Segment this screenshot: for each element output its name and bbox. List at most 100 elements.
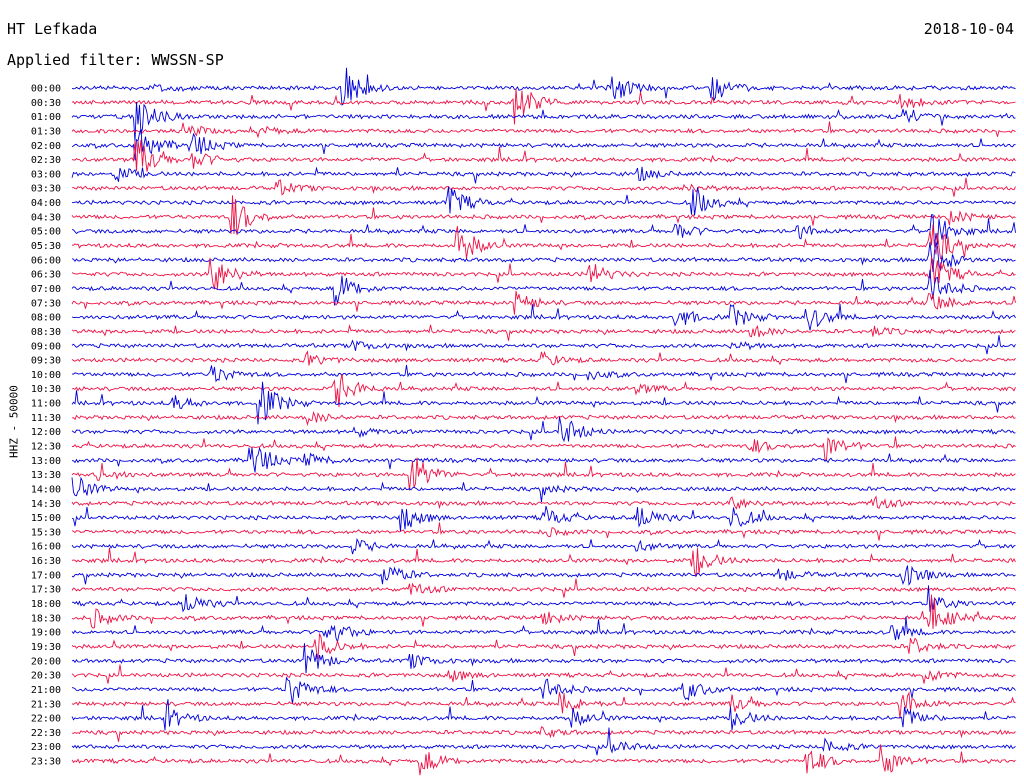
row-time-label: 05:30 (31, 241, 61, 252)
date-label: 2018-10-04 (923, 20, 1014, 38)
trace-line (71, 699, 1016, 731)
trace-line (71, 166, 1016, 184)
trace-line (71, 241, 1016, 272)
row-time-label: 01:00 (31, 112, 61, 123)
row-time-label: 08:00 (31, 313, 61, 324)
row-time-label: 06:30 (31, 270, 61, 281)
row-time-label: 09:00 (31, 341, 61, 352)
trace-line (71, 290, 1016, 315)
trace-line (71, 547, 1016, 577)
row-time-label: 17:30 (31, 585, 61, 596)
row-time-label: 07:30 (31, 298, 61, 309)
trace-line (71, 411, 1016, 427)
row-time-label: 01:30 (31, 126, 61, 137)
trace-line (71, 495, 1016, 510)
trace-line (71, 101, 1016, 142)
row-time-label: 02:00 (31, 141, 61, 152)
row-time-label: 23:00 (31, 742, 61, 753)
row-time-label: 19:00 (31, 628, 61, 639)
trace-line (71, 416, 1016, 443)
row-time-label: 18:00 (31, 599, 61, 610)
trace-line (71, 476, 1016, 503)
row-time-label: 16:00 (31, 542, 61, 553)
row-time-label: 12:00 (31, 427, 61, 438)
row-time-label: 22:30 (31, 728, 61, 739)
row-time-label: 09:30 (31, 356, 61, 367)
trace-line (71, 578, 1016, 598)
trace-line (71, 121, 1016, 139)
trace-line (71, 195, 1016, 236)
trace-line (71, 727, 1016, 756)
row-time-label: 04:00 (31, 198, 61, 209)
row-time-label: 03:00 (31, 169, 61, 180)
trace-line (71, 177, 1016, 197)
trace-line (71, 88, 1016, 125)
row-time-label: 21:30 (31, 699, 61, 710)
trace-line (71, 436, 1016, 461)
trace-line (71, 381, 1016, 425)
row-time-label: 21:00 (31, 685, 61, 696)
trace-line (71, 214, 1016, 247)
row-time-label: 06:00 (31, 255, 61, 266)
trace-line (71, 616, 1016, 644)
row-time-label: 04:30 (31, 212, 61, 223)
trace-line (71, 323, 1016, 341)
row-time-label: 20:30 (31, 671, 61, 682)
row-time-label: 00:30 (31, 98, 61, 109)
trace-line (71, 224, 1016, 260)
trace-line (71, 691, 1016, 719)
row-time-label: 23:30 (31, 757, 61, 768)
row-time-label: 17:00 (31, 570, 61, 581)
row-time-label: 05:00 (31, 227, 61, 238)
trace-line (71, 643, 1016, 674)
row-time-label: 19:30 (31, 642, 61, 653)
filter-label: Applied filter: WWSSN-SP (7, 51, 224, 69)
row-time-label: 10:00 (31, 370, 61, 381)
trace-line (71, 505, 1016, 532)
row-time-label: 08:30 (31, 327, 61, 338)
row-time-label: 18:30 (31, 613, 61, 624)
row-time-label: 10:30 (31, 384, 61, 395)
row-time-label: 14:00 (31, 484, 61, 495)
trace-line (71, 726, 1016, 742)
trace-line (71, 633, 1016, 660)
row-time-label: 16:30 (31, 556, 61, 567)
station-title: HT Lefkada (7, 20, 98, 38)
trace-line (71, 446, 1016, 473)
trace-line (71, 676, 1016, 705)
row-time-label: 02:30 (31, 155, 61, 166)
row-time-label: 11:30 (31, 413, 61, 424)
trace-line (71, 594, 1016, 629)
trace-line (71, 522, 1016, 541)
trace-line (71, 303, 1016, 331)
trace-line (71, 744, 1016, 776)
trace-line (71, 364, 1016, 384)
trace-line (71, 537, 1016, 555)
row-time-label: 15:00 (31, 513, 61, 524)
row-time-label: 00:00 (31, 84, 61, 95)
trace-line (71, 565, 1016, 586)
trace-line (71, 128, 1016, 161)
trace-line (71, 664, 1016, 684)
trace-line (71, 374, 1016, 408)
trace-line (71, 186, 1016, 216)
row-time-label: 13:30 (31, 470, 61, 481)
trace-line (71, 139, 1016, 172)
trace-line (71, 585, 1016, 613)
trace-line (71, 255, 1016, 290)
row-time-label: 20:00 (31, 656, 61, 667)
row-time-label: 14:30 (31, 499, 61, 510)
row-time-label: 07:00 (31, 284, 61, 295)
row-time-label: 13:00 (31, 456, 61, 467)
trace-line (71, 457, 1016, 491)
trace-line (71, 269, 1016, 306)
row-time-label: 12:30 (31, 442, 61, 453)
trace-line (71, 67, 1016, 106)
row-time-label: 15:30 (31, 527, 61, 538)
row-time-label: 03:30 (31, 184, 61, 195)
row-time-label: 11:00 (31, 399, 61, 410)
row-time-label: 22:00 (31, 714, 61, 725)
trace-line (71, 350, 1016, 366)
trace-line (71, 335, 1016, 355)
